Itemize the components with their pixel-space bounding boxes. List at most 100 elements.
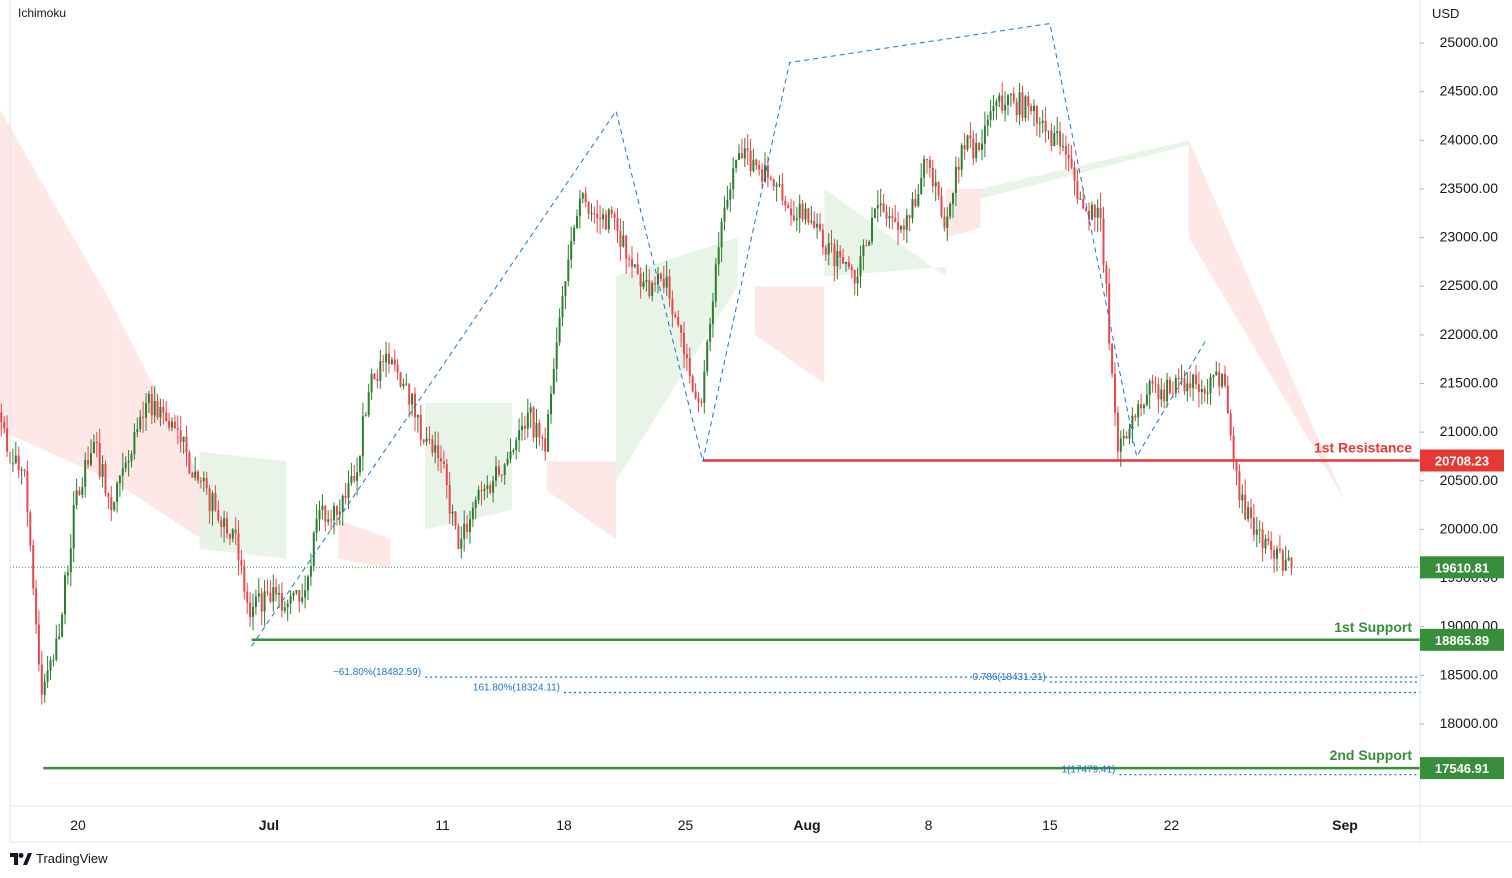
candle-body (289, 595, 292, 604)
candle-body (596, 213, 599, 219)
candle-body (1206, 393, 1209, 395)
candle-body (952, 193, 954, 204)
candle-body (434, 445, 437, 453)
candle-body (720, 221, 723, 248)
candle-body (460, 538, 463, 549)
candle-body (145, 403, 147, 418)
candle-body (139, 416, 142, 430)
candle-body (165, 412, 168, 421)
candle-body (411, 393, 414, 405)
candle-body (732, 168, 735, 190)
candle-body (168, 421, 171, 428)
candle-body (286, 603, 289, 608)
candle-body (986, 119, 989, 126)
candle-body (856, 276, 859, 284)
candle-body (550, 393, 552, 415)
ichimoku-cloud-segment (0, 109, 113, 481)
fib-level-label: 0.786(18431.21) (972, 672, 1045, 683)
ichimoku-cloud-segment (945, 188, 981, 238)
candle-body (202, 478, 205, 482)
candle-body (315, 519, 318, 533)
candle-body (226, 518, 228, 534)
candle-body (1232, 435, 1235, 462)
candle-body (1018, 92, 1021, 116)
candle-body (176, 428, 179, 431)
candle-body (781, 184, 784, 201)
y-tick-label: 18500.00 (1440, 666, 1499, 682)
candle-body (385, 353, 388, 363)
candle-body (370, 373, 373, 393)
candle-body (451, 511, 454, 514)
candle-body (133, 432, 136, 455)
candle-body (587, 202, 590, 214)
candle-body (578, 198, 581, 217)
candle-body (1197, 384, 1200, 392)
candle-body (1235, 461, 1238, 472)
candle-body (989, 111, 992, 120)
x-tick-label: 18 (556, 817, 572, 833)
candle-body (78, 490, 81, 495)
tradingview-logo: TradingView (10, 851, 108, 866)
candle-body (81, 486, 84, 495)
ichimoku-cloud-segment (824, 188, 946, 277)
candle-body (769, 177, 772, 180)
candle-body (1125, 436, 1128, 439)
candle-body (506, 458, 509, 465)
candle-body (344, 495, 347, 498)
candle-body (775, 184, 778, 187)
candle-body (920, 177, 923, 195)
candle-body (301, 597, 304, 602)
candle-body (298, 590, 301, 602)
candle-body (304, 590, 307, 598)
candle-body (564, 281, 567, 296)
candle-body (526, 412, 529, 429)
candle-body (454, 511, 457, 526)
candle-body (260, 593, 263, 612)
candle-body (709, 323, 712, 342)
candle-body (642, 281, 645, 287)
candle-body (1247, 507, 1250, 519)
candle-body (521, 425, 523, 431)
candle-body (975, 143, 978, 159)
candle-body (1012, 93, 1015, 102)
candle-body (292, 592, 295, 596)
candle-body (1033, 105, 1035, 112)
ichimoku-cloud-segment (546, 461, 616, 540)
candle-body (963, 145, 966, 150)
ichimoku-cloud-segment (754, 286, 825, 384)
candle-body (1143, 405, 1145, 409)
candle-body (807, 208, 810, 223)
candle-body (1088, 211, 1090, 220)
y-tick-label: 22000.00 (1440, 326, 1499, 342)
candle-body (824, 247, 827, 255)
candle-body (859, 256, 862, 277)
candle-body (448, 485, 451, 514)
tradingview-icon (10, 852, 32, 865)
candle-body (95, 441, 98, 443)
indicator-label: Ichimoku (18, 6, 67, 20)
candle-body (422, 439, 425, 442)
candle-body (474, 500, 477, 508)
candle-body (1015, 101, 1018, 116)
candle-body (1258, 529, 1261, 531)
candle-body (1122, 436, 1125, 439)
candle-body (1050, 130, 1053, 147)
candle-body (529, 407, 532, 413)
candle-body (706, 341, 709, 372)
candle-body (295, 590, 298, 593)
candle-body (651, 282, 654, 296)
candle-body (602, 214, 604, 220)
candle-body (931, 168, 934, 187)
candle-body (616, 218, 619, 232)
candle-body (153, 401, 156, 416)
harmonic-pattern-line (251, 22, 1207, 647)
candle-body (393, 359, 396, 365)
candle-body (926, 159, 928, 161)
candle-body (885, 211, 888, 219)
candle-body (347, 482, 350, 498)
candle-body (957, 166, 960, 170)
candle-body (972, 138, 975, 159)
candle-body (199, 480, 202, 482)
price-level-value: 17546.91 (1435, 761, 1489, 776)
